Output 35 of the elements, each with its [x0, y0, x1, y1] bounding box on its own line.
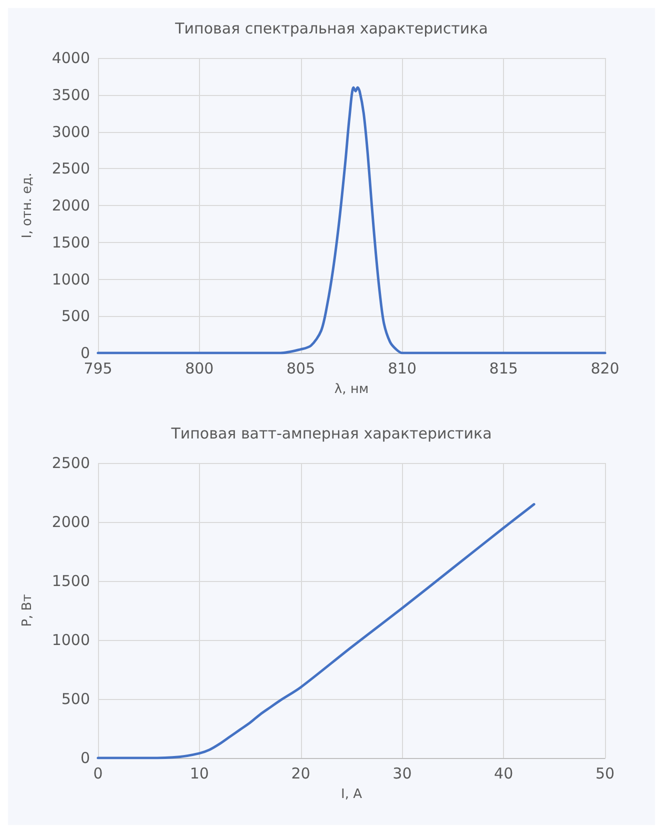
x-tick-label: 795: [84, 360, 112, 378]
y-axis-title: P, Вт: [20, 594, 35, 627]
x-axis-title: I, А: [341, 787, 362, 802]
y-tick-label: 2000: [52, 513, 90, 531]
y-tick-label: 2500: [52, 454, 90, 472]
y-axis-title: I, отн. ед.: [20, 172, 35, 238]
chart-title: Типовая спектральная характеристика: [174, 20, 488, 38]
y-tick-label: 2000: [52, 196, 90, 214]
y-tick-label: 4000: [52, 49, 90, 67]
x-tick-label: 20: [291, 764, 310, 782]
x-tick-label: 805: [286, 360, 316, 378]
x-tick-label: 10: [190, 764, 209, 782]
y-tick-label: 1500: [52, 572, 90, 590]
y-tick-label: 500: [61, 307, 90, 326]
x-tick-label: 50: [595, 764, 615, 782]
x-tick-label: 815: [489, 360, 518, 378]
x-tick-label: 0: [93, 764, 103, 782]
y-tick-label: 1000: [52, 631, 90, 649]
y-tick-label: 3500: [52, 86, 90, 104]
y-tick-label: 0: [80, 749, 90, 767]
x-tick-label: 40: [494, 764, 514, 782]
x-tick-label: 30: [392, 764, 412, 782]
y-tick-label: 2500: [52, 160, 90, 178]
line-series: [96, 503, 536, 760]
y-tick-label: 500: [61, 690, 90, 708]
y-tick-label: 0: [80, 344, 90, 362]
x-tick-label: 820: [590, 360, 620, 378]
chart-title: Типовая ватт-амперная характеристика: [170, 424, 492, 442]
y-tick-label: 1000: [52, 270, 90, 288]
x-tick-label: 800: [185, 360, 214, 378]
x-tick-label: 810: [388, 360, 417, 378]
y-tick-label: 1500: [52, 233, 90, 252]
x-axis-title: λ, нм: [334, 382, 369, 397]
y-tick-label: 3000: [52, 122, 90, 141]
line-series: [96, 86, 606, 354]
